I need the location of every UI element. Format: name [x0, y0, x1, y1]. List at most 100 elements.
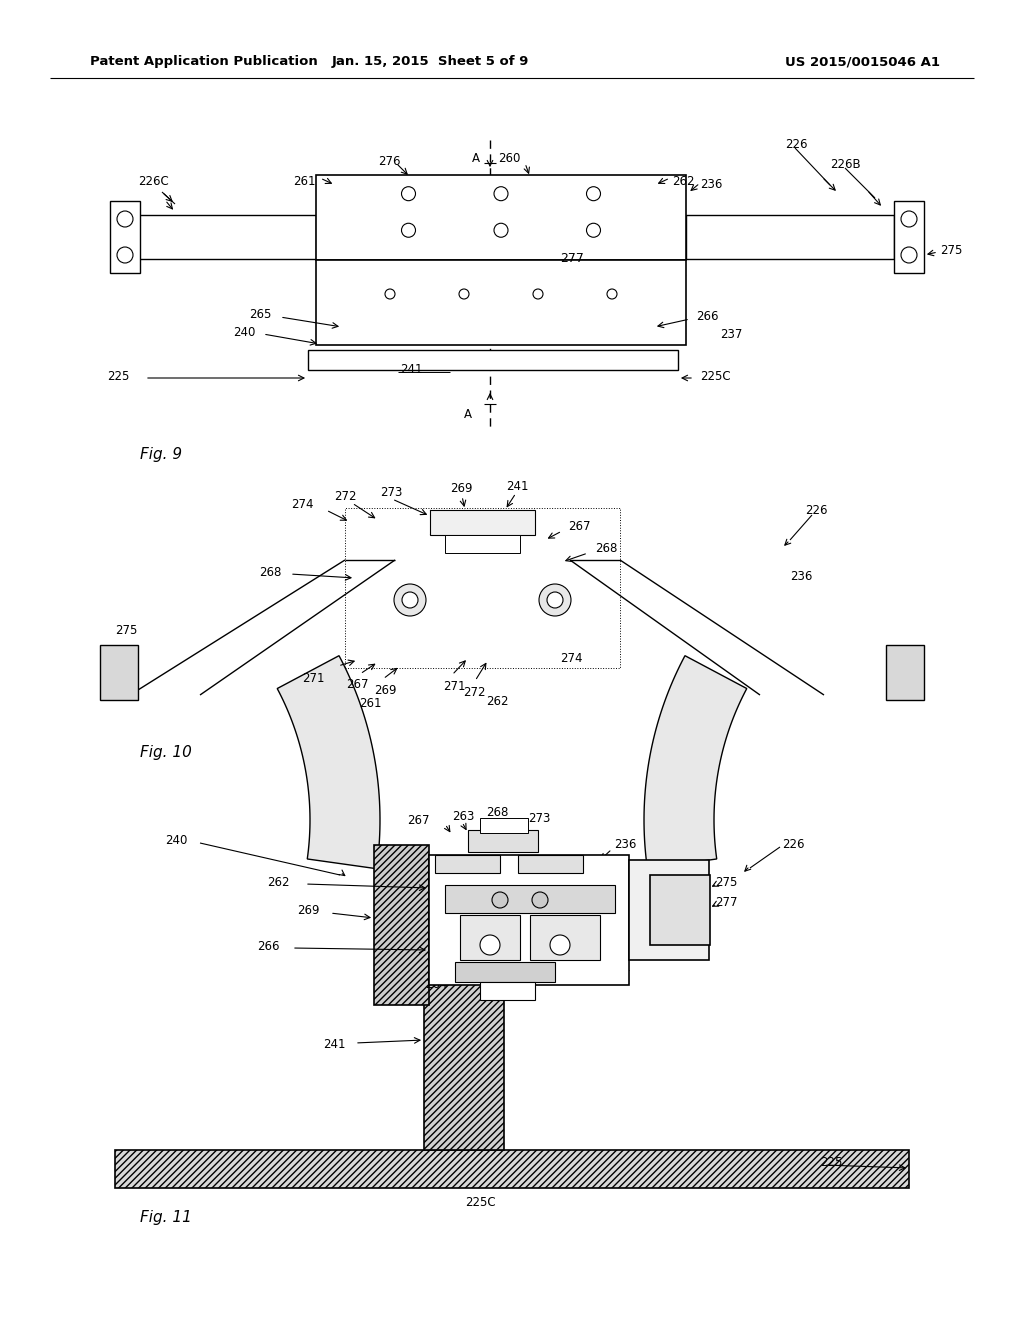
Text: 276: 276 — [378, 154, 400, 168]
Bar — [530, 915, 600, 960]
Text: Fig. 9: Fig. 9 — [140, 447, 182, 462]
Text: 263: 263 — [452, 809, 474, 822]
Text: 237: 237 — [720, 327, 742, 341]
Text: 241: 241 — [324, 1039, 346, 1052]
Bar — [480, 982, 535, 1001]
Text: US 2015/0015046 A1: US 2015/0015046 A1 — [785, 55, 940, 69]
Text: A: A — [472, 152, 480, 165]
Text: Fig. 11: Fig. 11 — [140, 1210, 191, 1225]
Bar — [445, 884, 615, 913]
Circle shape — [607, 289, 617, 300]
Text: 226: 226 — [805, 503, 827, 516]
Bar — [455, 962, 555, 982]
Bar — [894, 201, 924, 273]
Text: 277: 277 — [715, 895, 737, 908]
Text: 275: 275 — [115, 623, 137, 636]
Text: 261: 261 — [358, 697, 381, 710]
Text: 262: 262 — [267, 875, 290, 888]
Text: 271: 271 — [443, 680, 466, 693]
Bar — [886, 645, 924, 700]
Bar — [316, 176, 686, 260]
Text: 267: 267 — [346, 678, 369, 690]
Text: 269: 269 — [450, 482, 472, 495]
Text: 274: 274 — [560, 652, 583, 664]
Text: 241: 241 — [400, 363, 423, 376]
Text: 236: 236 — [790, 569, 812, 582]
Text: 236: 236 — [700, 178, 722, 191]
Circle shape — [494, 186, 508, 201]
Text: Jan. 15, 2015  Sheet 5 of 9: Jan. 15, 2015 Sheet 5 of 9 — [332, 55, 528, 69]
Text: 269: 269 — [298, 903, 319, 916]
Text: 226: 226 — [785, 139, 808, 150]
Circle shape — [901, 211, 918, 227]
Circle shape — [117, 211, 133, 227]
Text: Patent Application Publication: Patent Application Publication — [90, 55, 317, 69]
Bar — [316, 260, 686, 345]
Bar — [429, 855, 629, 985]
Text: 226C: 226C — [138, 176, 169, 187]
Bar — [100, 645, 138, 700]
Circle shape — [550, 935, 570, 954]
Bar — [424, 909, 504, 1150]
Circle shape — [117, 247, 133, 263]
Text: 268: 268 — [494, 986, 516, 998]
Text: 275: 275 — [715, 875, 737, 888]
Circle shape — [539, 583, 571, 616]
Text: 237: 237 — [660, 949, 682, 961]
Circle shape — [532, 892, 548, 908]
Bar — [115, 1150, 909, 1188]
Text: 225: 225 — [108, 370, 130, 383]
Text: 268: 268 — [486, 805, 508, 818]
Text: 269: 269 — [374, 684, 396, 697]
Circle shape — [492, 892, 508, 908]
Text: 267: 267 — [568, 520, 591, 532]
Text: 273: 273 — [380, 486, 402, 499]
Text: 240: 240 — [166, 833, 188, 846]
Text: 268: 268 — [595, 541, 617, 554]
Circle shape — [547, 591, 563, 609]
Text: 226: 226 — [782, 838, 805, 851]
Bar — [374, 845, 429, 1005]
Text: 240: 240 — [232, 326, 255, 338]
Bar — [445, 535, 520, 553]
Bar — [629, 861, 709, 960]
Circle shape — [394, 583, 426, 616]
Bar — [650, 875, 710, 945]
Circle shape — [534, 289, 543, 300]
Text: 272: 272 — [334, 490, 356, 503]
Text: 272: 272 — [463, 686, 485, 700]
Text: A: A — [464, 408, 472, 421]
Text: 225: 225 — [820, 1156, 843, 1170]
Bar — [468, 830, 538, 851]
Text: 260: 260 — [498, 152, 520, 165]
Bar — [130, 215, 316, 259]
Bar — [686, 215, 894, 259]
Text: 236: 236 — [614, 838, 636, 851]
Circle shape — [587, 223, 600, 238]
Text: 274: 274 — [292, 499, 314, 511]
Circle shape — [401, 186, 416, 201]
Bar — [480, 818, 528, 833]
Circle shape — [401, 223, 416, 238]
Circle shape — [480, 935, 500, 954]
Text: 267: 267 — [408, 813, 430, 826]
Text: 268: 268 — [260, 565, 282, 578]
Circle shape — [402, 591, 418, 609]
Bar — [435, 855, 500, 873]
Circle shape — [901, 247, 918, 263]
Text: 266: 266 — [696, 310, 719, 323]
Polygon shape — [278, 656, 380, 869]
Bar — [345, 508, 620, 668]
Text: 271: 271 — [302, 672, 325, 685]
Text: 264: 264 — [426, 978, 449, 991]
Text: 225C: 225C — [465, 1196, 496, 1209]
Text: 273: 273 — [528, 812, 550, 825]
Circle shape — [587, 186, 600, 201]
Text: 241: 241 — [506, 479, 528, 492]
Text: 262: 262 — [486, 696, 509, 708]
Text: Fig. 10: Fig. 10 — [140, 744, 191, 760]
Text: 261: 261 — [294, 176, 316, 187]
Bar — [110, 201, 140, 273]
Circle shape — [385, 289, 395, 300]
Text: 266: 266 — [257, 940, 280, 953]
